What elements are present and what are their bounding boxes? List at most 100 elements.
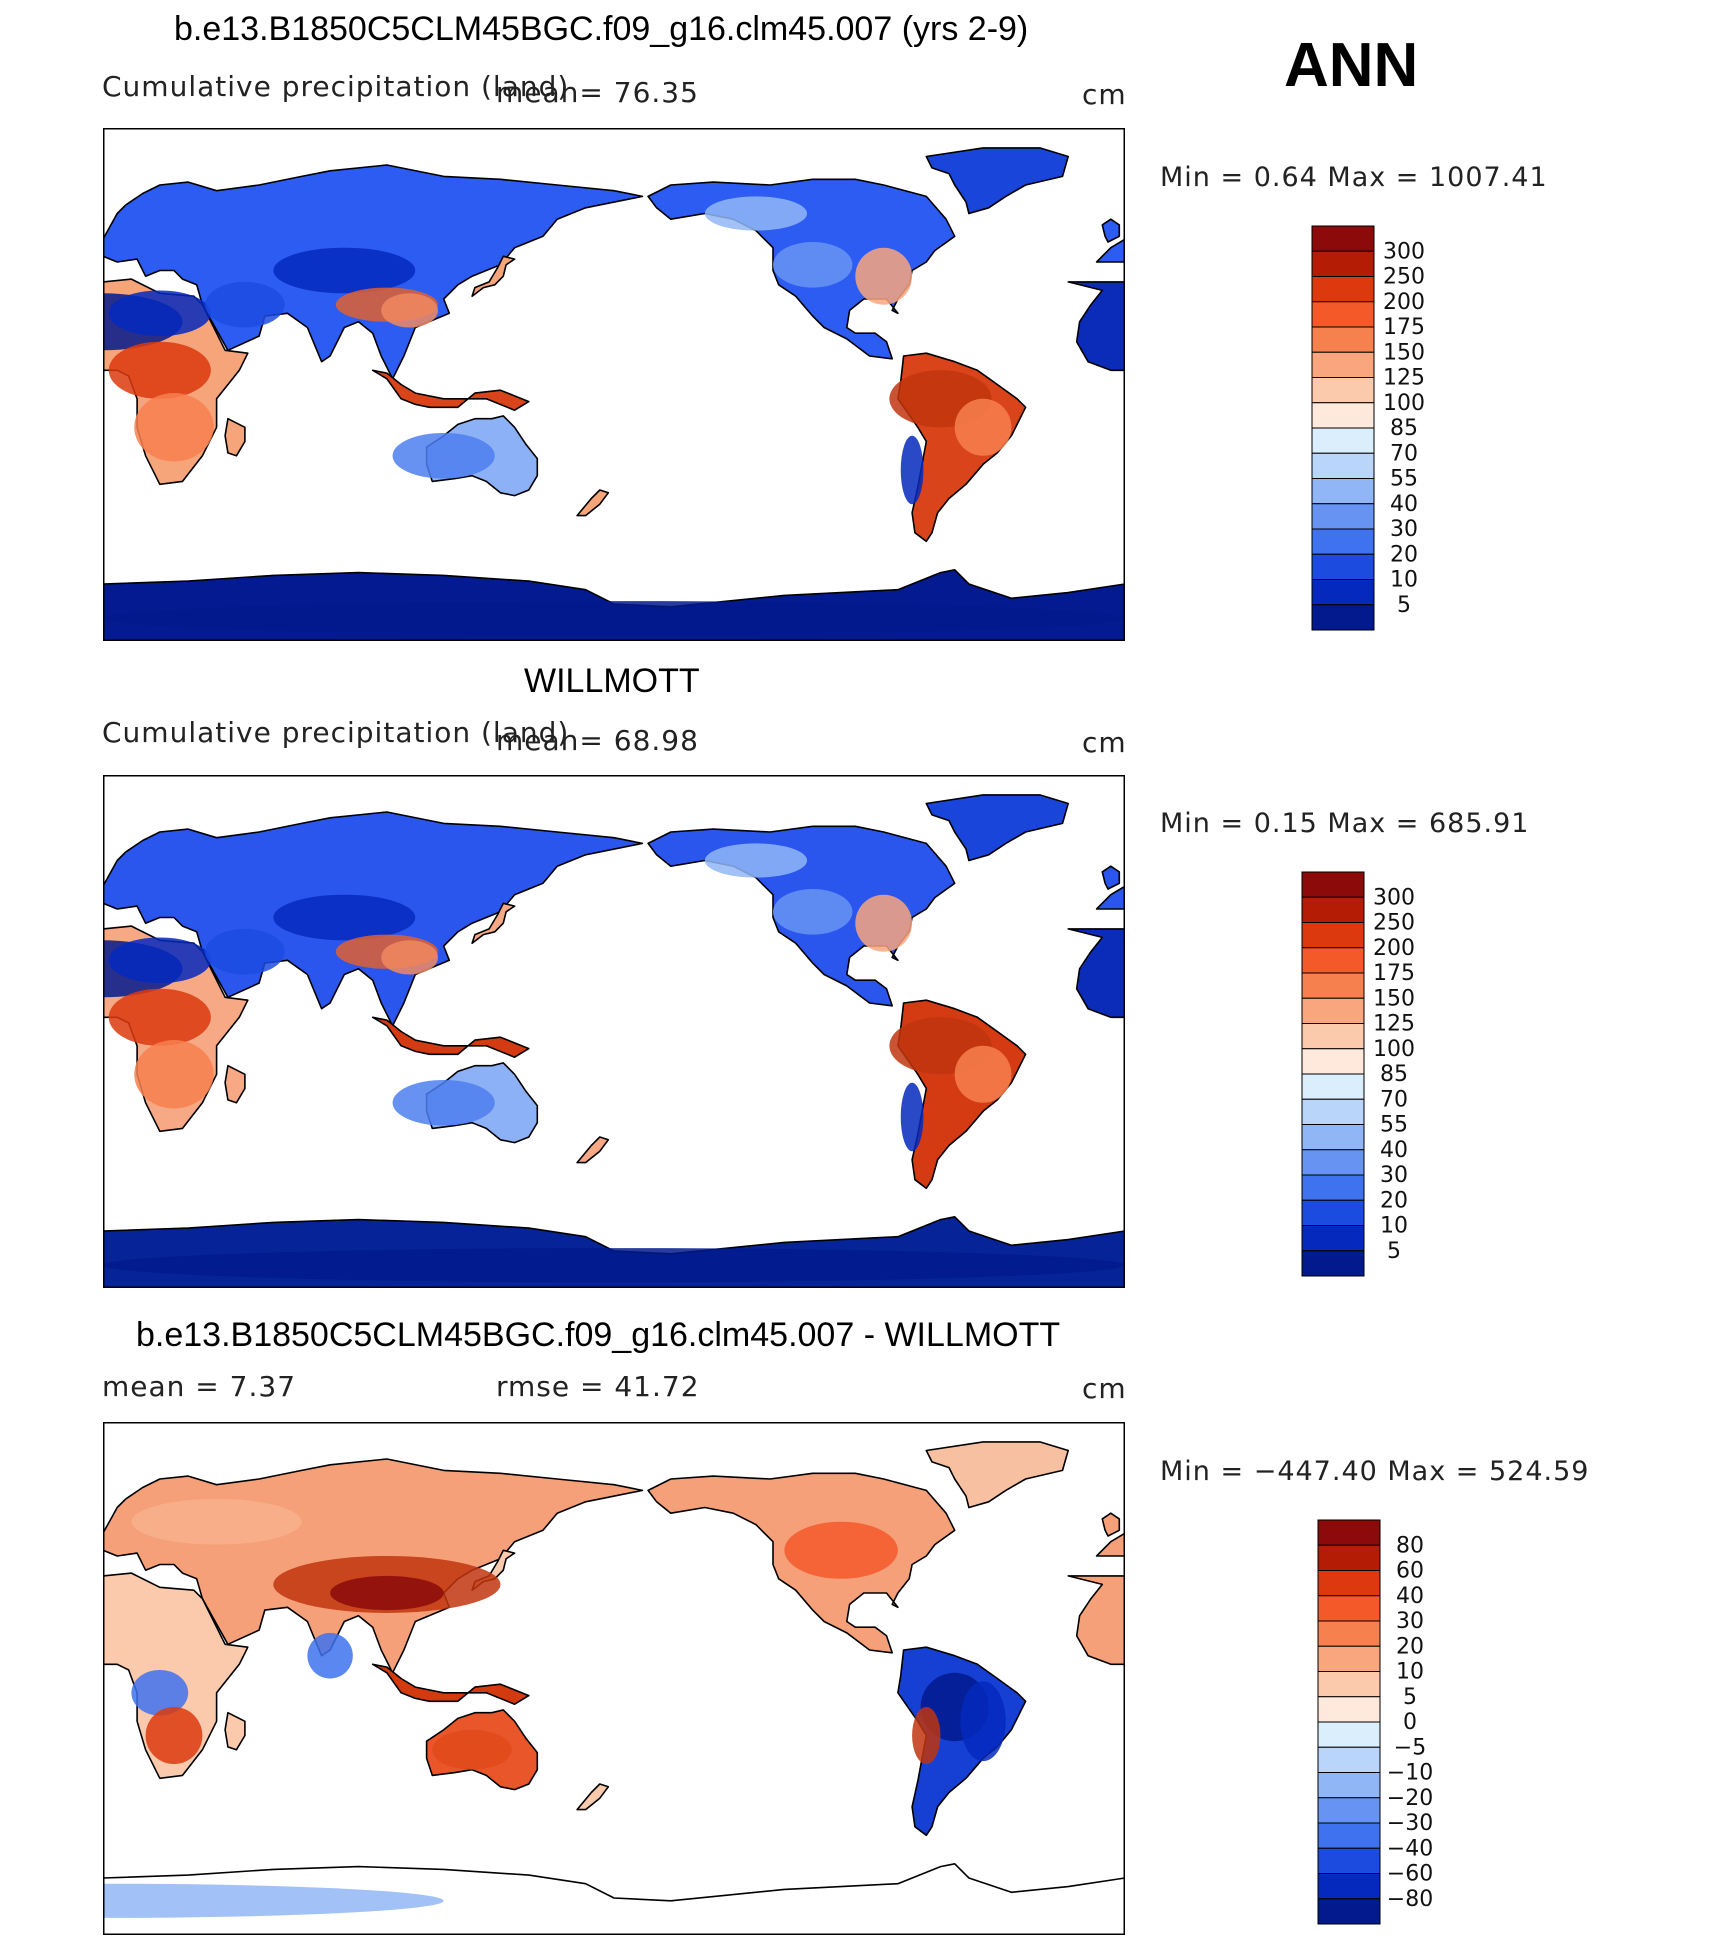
colorbar-tick-label: −30 — [1387, 1811, 1433, 1836]
panel-2-mean-label: mean= 68.98 — [496, 724, 699, 757]
colorbar-tick-label: 85 — [1390, 416, 1418, 441]
colorbar-tick-label: 70 — [1380, 1087, 1408, 1112]
colorbar-tick-label: 30 — [1396, 1609, 1424, 1634]
data-field-region — [900, 1082, 924, 1152]
colorbar-swatch — [1311, 478, 1375, 505]
colorbar-swatch — [1301, 1174, 1365, 1201]
colorbar-tick-label: 70 — [1390, 441, 1418, 466]
colorbar-tick-label: 40 — [1390, 492, 1418, 517]
colorbar-swatch — [1301, 871, 1365, 898]
data-field-region — [108, 290, 211, 337]
data-field-region — [108, 341, 211, 399]
data-field-region — [131, 1669, 189, 1716]
colorbar-swatch — [1317, 1873, 1381, 1900]
landmass-indonesia — [371, 1016, 530, 1059]
data-field-region — [131, 1498, 302, 1545]
landmass-greenland — [925, 794, 1070, 862]
colorbar-swatch — [1311, 604, 1375, 631]
colorbar-tick-label: −20 — [1387, 1786, 1433, 1811]
colorbar-tick-label: 20 — [1390, 542, 1418, 567]
colorbar-swatch — [1311, 276, 1375, 303]
colorbar-swatch — [1301, 1048, 1365, 1075]
colorbar-swatch — [1317, 1671, 1381, 1698]
colorbar-tick-label: 30 — [1380, 1163, 1408, 1188]
colorbar-swatch — [1311, 503, 1375, 530]
panel-3-rmse-label: rmse = 41.72 — [496, 1370, 700, 1403]
colorbar-swatch — [1311, 326, 1375, 353]
data-field-region — [392, 1079, 495, 1126]
landmass-africaEdge — [1067, 1575, 1125, 1666]
colorbar-tick-label: 250 — [1373, 911, 1415, 936]
colorbar-tick-label: 250 — [1383, 265, 1425, 290]
colorbar-swatch — [1311, 452, 1375, 479]
colorbar-swatch — [1301, 972, 1365, 999]
panel-1-title: b.e13.B1850C5CLM45BGC.f09_g16.clm45.007 … — [174, 10, 1029, 48]
landmass-madagascar — [224, 1711, 246, 1751]
colorbar-swatch — [1317, 1620, 1381, 1647]
landmass-indonesia — [371, 1663, 530, 1706]
landmass-uk — [1101, 865, 1121, 890]
panel-3-minmax: Min = −447.40 Max = 524.59 — [1160, 1456, 1590, 1487]
colorbar-tick-label: 80 — [1396, 1533, 1424, 1558]
panel-2-variable-label: Cumulative precipitation (land) — [102, 716, 570, 749]
data-field-region — [704, 196, 808, 231]
colorbar-swatch — [1317, 1544, 1381, 1571]
colorbar-swatch — [1311, 351, 1375, 378]
landmass-europeEdge — [1095, 885, 1125, 910]
season-label: ANN — [1284, 31, 1419, 100]
data-field-region — [134, 393, 214, 462]
colorbar-tick-label: −10 — [1387, 1761, 1433, 1786]
data-field-region — [381, 940, 438, 975]
panel-3-title: b.e13.B1850C5CLM45BGC.f09_g16.clm45.007 … — [136, 1316, 1061, 1354]
data-field-region — [205, 281, 285, 328]
landmass-europeEdge — [1095, 1532, 1125, 1557]
landmass-japan — [471, 902, 516, 944]
landmass-greenland — [925, 1441, 1070, 1509]
data-field-region — [330, 1575, 444, 1611]
colorbar-tick-label: 10 — [1390, 568, 1418, 593]
landmass-uk — [1101, 1512, 1121, 1537]
colorbar-swatch — [1311, 579, 1375, 606]
colorbar-swatch — [1311, 427, 1375, 454]
data-field-region — [960, 1681, 1006, 1762]
data-field-region — [704, 843, 808, 878]
colorbar-tick-label: 20 — [1380, 1188, 1408, 1213]
colorbar-tick-label: 55 — [1380, 1113, 1408, 1138]
colorbar-tick-label: 85 — [1380, 1062, 1408, 1087]
data-field-region — [954, 1045, 1012, 1103]
colorbar-swatch — [1317, 1772, 1381, 1799]
panel-2-units-label: cm — [1082, 726, 1127, 759]
landmass-nz — [576, 1136, 610, 1164]
data-field-region — [954, 398, 1012, 456]
panel-2-map — [103, 775, 1125, 1288]
colorbar-swatch — [1301, 1098, 1365, 1125]
data-field-region — [103, 1883, 444, 1918]
colorbar-swatch — [1311, 250, 1375, 277]
panel-3-units-label: cm — [1082, 1372, 1127, 1405]
colorbar-tick-label: 125 — [1383, 366, 1425, 391]
colorbar-swatch — [1301, 896, 1365, 923]
colorbar-tick-label: 125 — [1373, 1012, 1415, 1037]
colorbar-tick-label: 200 — [1373, 936, 1415, 961]
colorbar-tick-label: 175 — [1373, 961, 1415, 986]
data-field-region — [855, 894, 913, 952]
panel-2-minmax: Min = 0.15 Max = 685.91 — [1160, 808, 1530, 839]
colorbar-swatch — [1311, 377, 1375, 404]
colorbar-swatch — [1311, 225, 1375, 252]
colorbar-tick-label: 60 — [1396, 1559, 1424, 1584]
colorbar-tick-label: 150 — [1383, 340, 1425, 365]
colorbar-swatch — [1311, 528, 1375, 555]
data-field-region — [134, 1040, 214, 1109]
colorbar-tick-label: 40 — [1380, 1138, 1408, 1163]
colorbar-tick-label: 10 — [1380, 1214, 1408, 1239]
data-field-region — [108, 937, 211, 984]
data-field-region — [205, 928, 285, 975]
panel-1-map — [103, 128, 1125, 641]
data-field-region — [784, 1521, 898, 1579]
colorbar-swatch — [1301, 1073, 1365, 1100]
data-field-region — [912, 1707, 941, 1764]
colorbar-tick-label: 40 — [1396, 1584, 1424, 1609]
colorbar-swatch — [1311, 553, 1375, 580]
